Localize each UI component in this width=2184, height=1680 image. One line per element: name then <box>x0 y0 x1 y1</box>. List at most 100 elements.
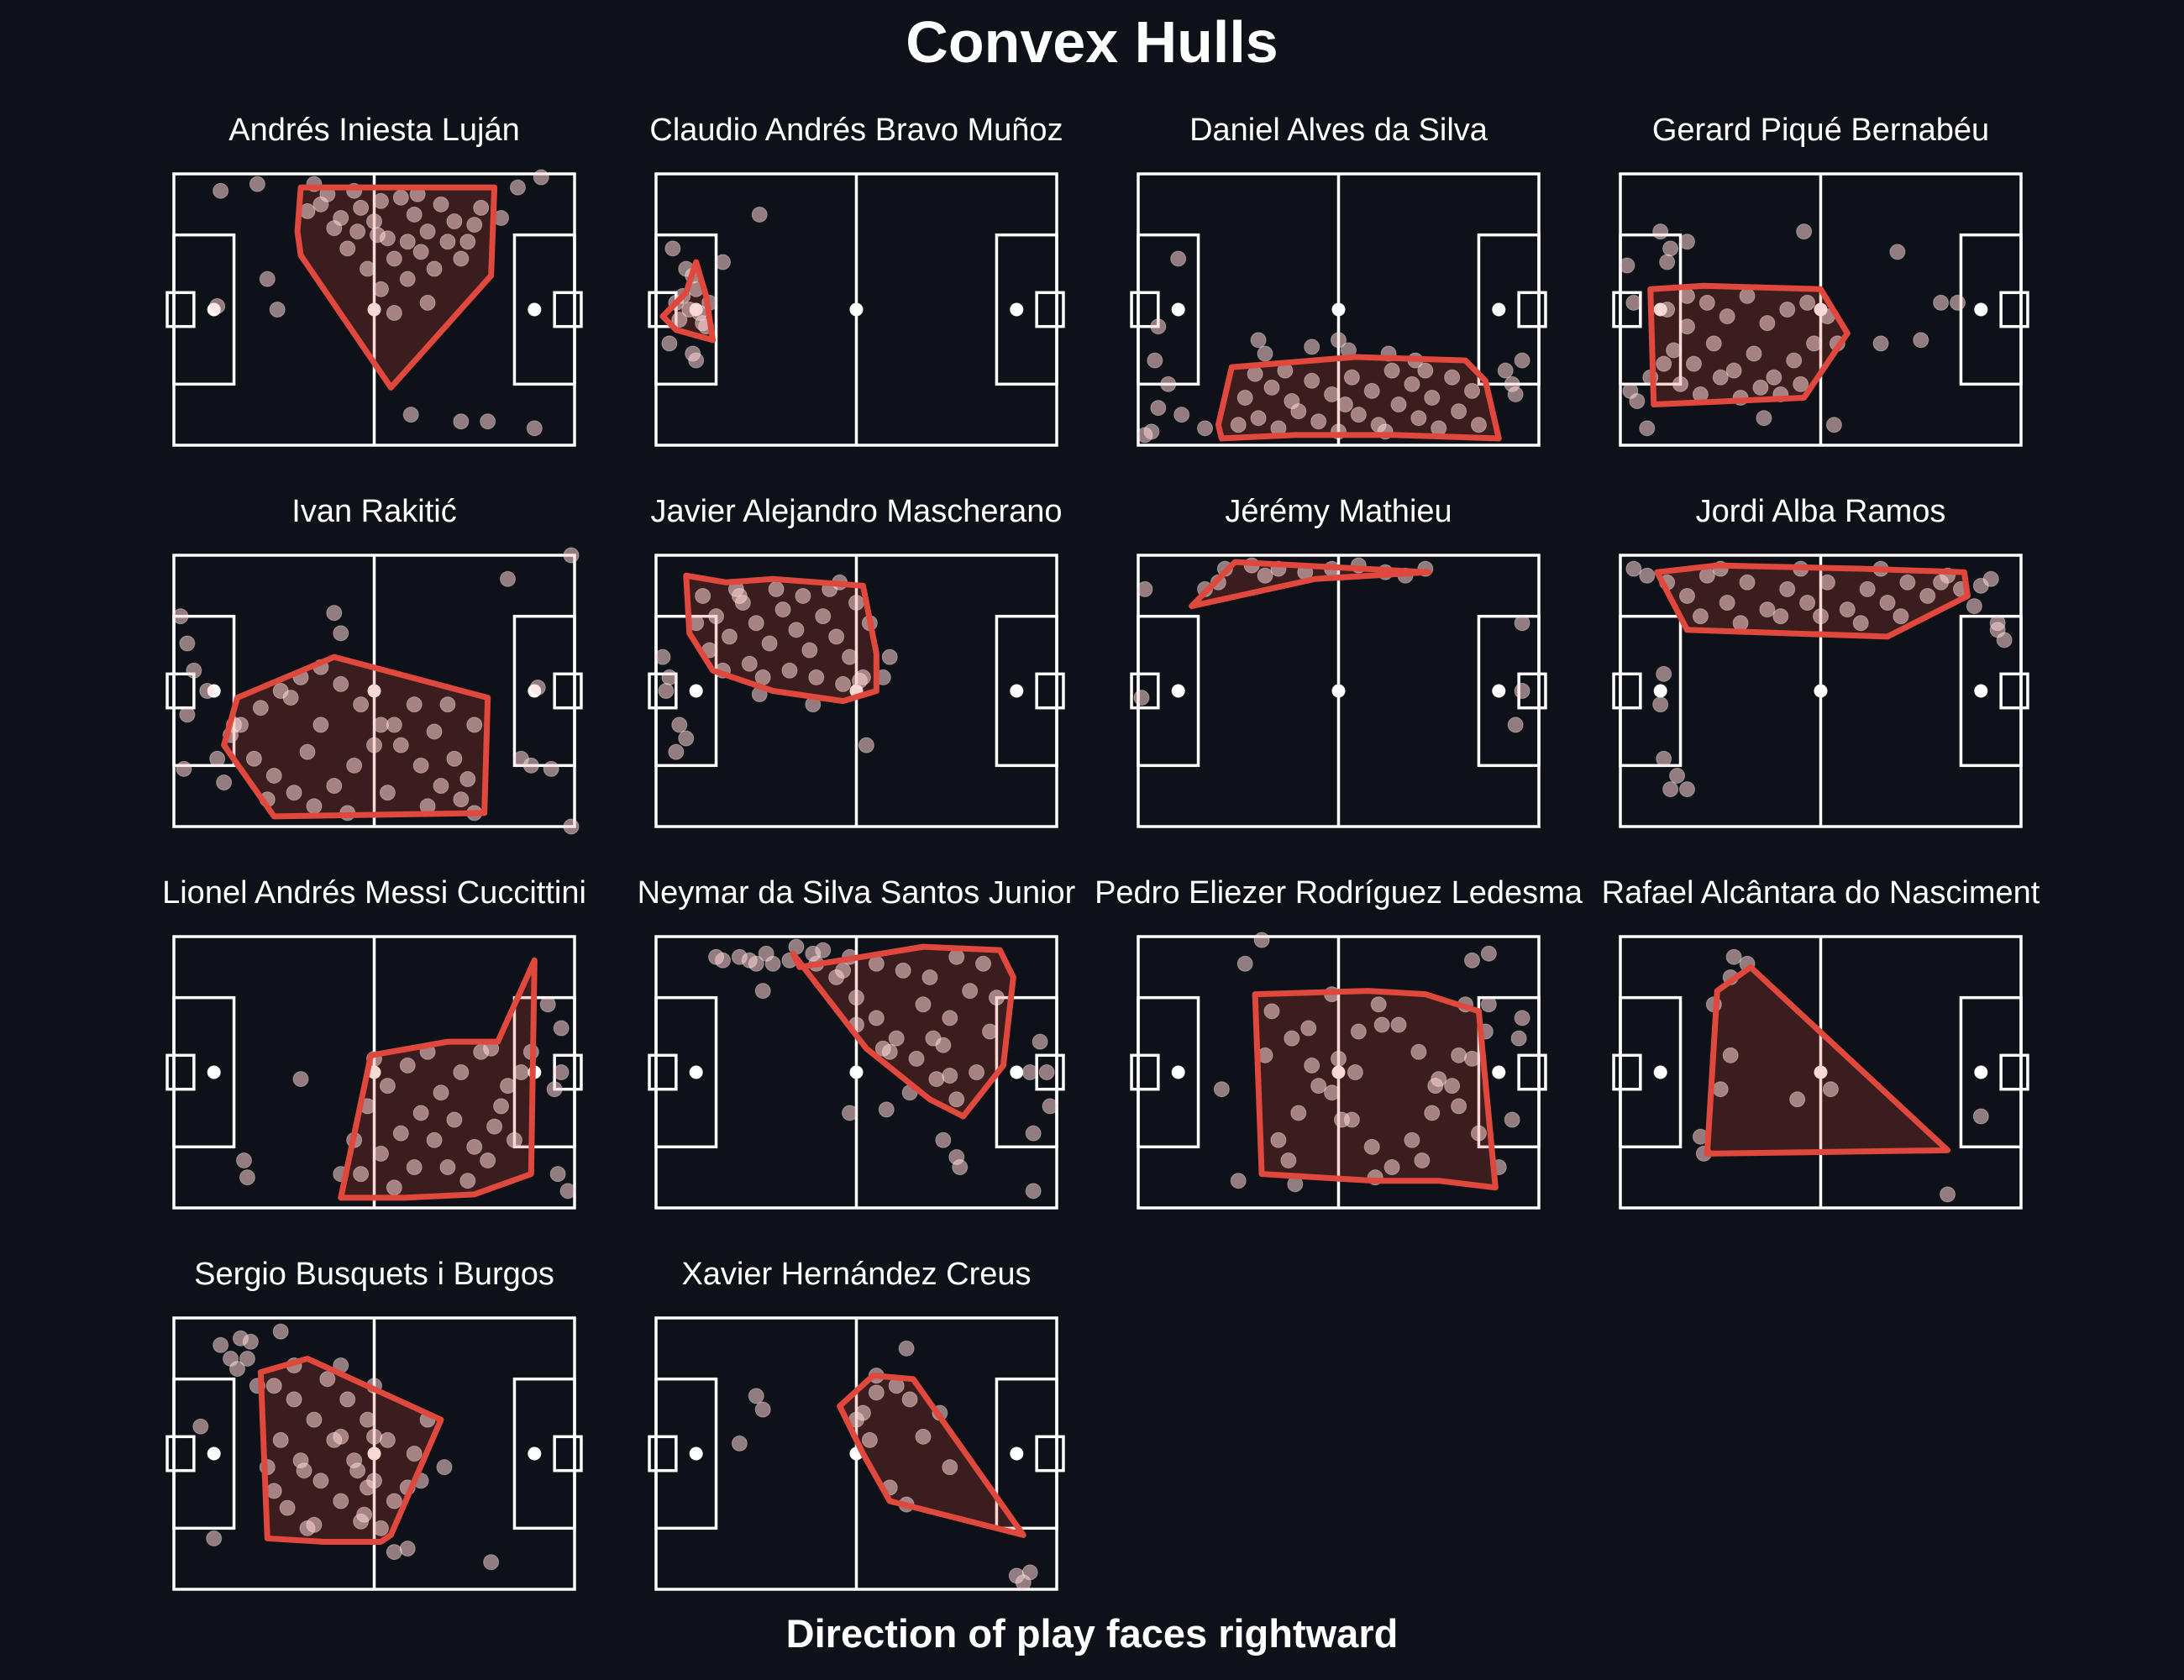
convex-hull <box>257 1355 444 1545</box>
event-point <box>282 690 299 706</box>
event-point <box>948 1091 965 1108</box>
event-point <box>326 605 343 622</box>
event-point <box>1672 375 1689 392</box>
event-point <box>1331 332 1347 349</box>
event-point <box>235 1152 252 1168</box>
pitch-panel: Neymar da Silva Santos Junior <box>638 875 1076 1210</box>
centre-spot <box>367 1446 381 1461</box>
event-point <box>1725 948 1742 965</box>
event-point <box>1899 574 1916 591</box>
event-point <box>176 760 192 777</box>
event-point <box>1732 615 1749 632</box>
event-point <box>1852 615 1869 632</box>
event-point <box>563 818 580 835</box>
goal-area-left <box>165 672 196 710</box>
event-point <box>835 675 852 692</box>
penalty-spot-left <box>1171 684 1185 698</box>
penalty-box-right <box>512 233 576 386</box>
event-point <box>1622 382 1639 399</box>
event-point <box>754 1401 771 1418</box>
event-point <box>654 648 671 665</box>
event-point <box>1789 1091 1806 1108</box>
event-point <box>339 240 356 257</box>
event-point <box>851 672 868 689</box>
event-point <box>1698 567 1715 584</box>
penalty-spot-right <box>1492 684 1506 698</box>
event-point <box>353 199 370 216</box>
event-point <box>671 717 688 733</box>
event-point <box>888 1030 905 1047</box>
panel-title: Javier Alejandro Mascherano <box>650 494 1062 529</box>
event-point <box>1336 396 1353 413</box>
event-point <box>1639 567 1656 584</box>
event-point <box>1913 332 1929 349</box>
event-point <box>1756 410 1772 427</box>
event-point <box>549 1166 566 1183</box>
event-point <box>1504 1111 1520 1128</box>
event-point <box>1310 1078 1327 1095</box>
event-point <box>741 952 758 969</box>
event-point <box>453 1064 470 1080</box>
event-point <box>216 774 233 791</box>
event-point <box>426 260 443 277</box>
event-point <box>446 1111 463 1128</box>
event-point <box>1343 369 1360 386</box>
event-point <box>1966 598 1982 615</box>
event-point <box>239 1350 255 1367</box>
event-point <box>333 1493 349 1509</box>
event-point <box>1304 372 1320 389</box>
event-point <box>848 990 864 1006</box>
hull-area <box>1707 967 1948 1154</box>
event-point <box>426 1131 443 1148</box>
event-point <box>921 969 938 985</box>
penalty-box-left <box>1619 995 1683 1149</box>
event-point <box>1464 952 1480 969</box>
event-point <box>1825 417 1842 433</box>
event-point <box>1025 1125 1042 1142</box>
panel-title: Neymar da Silva Santos Junior <box>638 875 1076 911</box>
event-point <box>715 254 731 270</box>
event-point <box>353 696 370 713</box>
pitch-panel: Sergio Busquets i Burgos <box>165 1257 583 1591</box>
event-point <box>774 601 791 618</box>
centre-spot <box>1331 302 1346 317</box>
event-point <box>296 1462 312 1479</box>
event-point <box>854 1404 871 1421</box>
event-point <box>306 798 323 815</box>
panel-title: Sergio Busquets i Burgos <box>194 1257 554 1292</box>
event-point <box>808 669 825 685</box>
event-point <box>1404 1131 1420 1148</box>
event-point <box>1705 335 1722 352</box>
event-point <box>678 730 695 747</box>
event-point <box>399 1057 416 1074</box>
penalty-box-right <box>995 1377 1058 1530</box>
event-point <box>1250 332 1267 349</box>
event-point <box>459 770 476 787</box>
hull-area <box>1218 357 1499 438</box>
event-point <box>1712 369 1729 386</box>
figure-footer: Direction of play faces rightward <box>785 1611 1399 1656</box>
event-point <box>349 1462 366 1479</box>
event-point <box>668 743 685 760</box>
hull-area <box>685 575 877 701</box>
event-point <box>1230 417 1247 433</box>
event-point <box>1679 781 1695 798</box>
event-point <box>1940 1186 1956 1203</box>
event-point <box>312 717 329 733</box>
event-point <box>512 1064 529 1080</box>
event-point <box>436 1459 453 1476</box>
event-point <box>265 1483 282 1499</box>
centre-spot <box>849 302 864 317</box>
goal-area-right <box>1035 291 1065 328</box>
event-point <box>1806 335 1823 352</box>
event-point <box>1872 335 1889 352</box>
penalty-box-left <box>654 233 718 386</box>
event-point <box>1424 389 1441 406</box>
event-point <box>1480 996 1497 1013</box>
event-point <box>898 1340 915 1357</box>
event-point <box>1822 1081 1839 1098</box>
event-point <box>559 1183 576 1200</box>
event-point <box>265 1378 282 1394</box>
event-point <box>493 1098 510 1115</box>
